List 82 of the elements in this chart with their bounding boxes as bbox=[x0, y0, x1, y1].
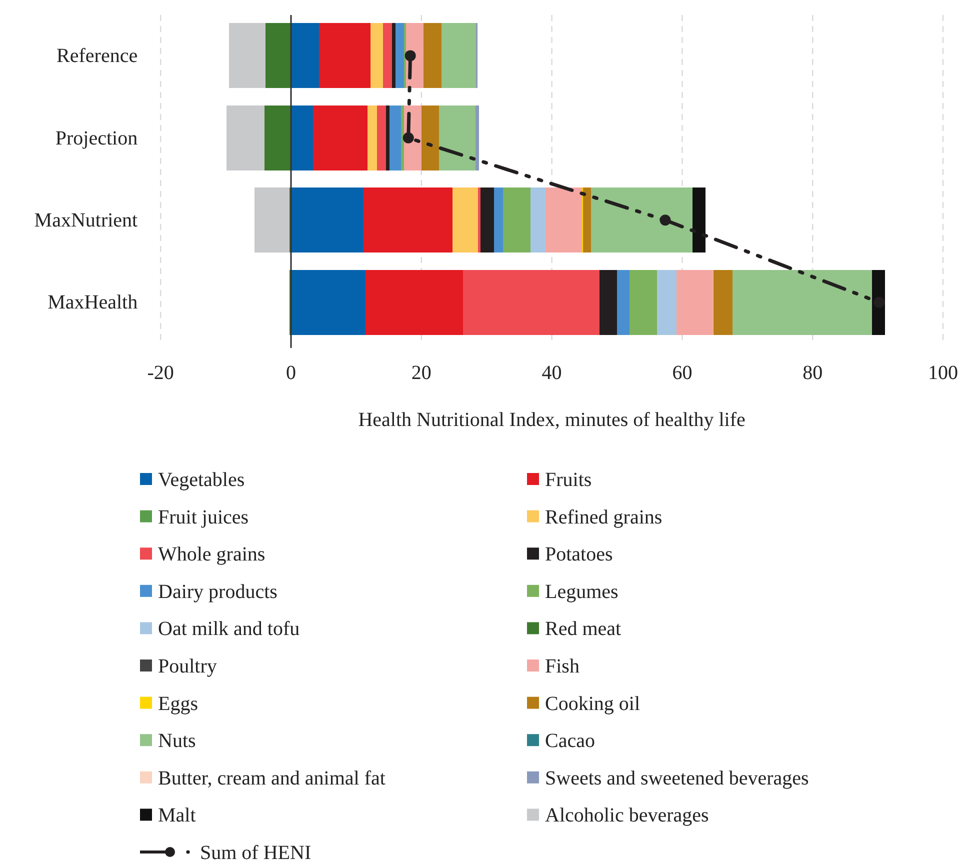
bar bbox=[692, 188, 706, 253]
legend-label: Vegetables bbox=[158, 469, 245, 491]
y-tick-label: Reference bbox=[56, 45, 138, 68]
bar bbox=[732, 270, 872, 335]
y-tick-label: MaxHealth bbox=[48, 292, 138, 314]
bar bbox=[476, 105, 479, 170]
point bbox=[660, 214, 671, 226]
legend-label: Fish bbox=[545, 656, 580, 678]
bar bbox=[442, 23, 476, 88]
bar bbox=[266, 23, 291, 88]
bar bbox=[291, 270, 366, 335]
bar bbox=[386, 105, 390, 170]
legend-label: Eggs bbox=[158, 692, 198, 715]
x-tick-label: 100 bbox=[928, 362, 958, 384]
legend-label: Malt bbox=[158, 804, 196, 827]
bar bbox=[291, 188, 364, 253]
legend-label: Sum of HENI bbox=[200, 842, 312, 860]
legend-label: Sweets and sweetened beverages bbox=[545, 767, 809, 790]
legend-label: Alcoholic beverages bbox=[545, 804, 710, 827]
bar bbox=[713, 270, 732, 335]
legend-label: Cooking oil bbox=[545, 692, 640, 715]
x-tick-label: 0 bbox=[286, 362, 296, 384]
bar bbox=[617, 270, 630, 335]
bar bbox=[676, 270, 713, 335]
point bbox=[404, 50, 416, 62]
x-tick-label: -20 bbox=[147, 362, 174, 384]
bar bbox=[463, 270, 600, 335]
legend-label: Butter, cream and animal fat bbox=[158, 767, 386, 790]
legend-label: Red meat bbox=[545, 618, 622, 640]
bar bbox=[291, 23, 320, 88]
point bbox=[402, 132, 414, 144]
legend-label: Legumes bbox=[545, 580, 619, 603]
bar bbox=[590, 188, 693, 253]
bar bbox=[423, 23, 442, 88]
legend-label: Nuts bbox=[158, 730, 196, 752]
bar bbox=[389, 105, 402, 170]
legend-label: Fruit juices bbox=[158, 506, 249, 528]
bar bbox=[367, 105, 378, 170]
bar bbox=[629, 270, 657, 335]
bar bbox=[382, 23, 392, 88]
bar bbox=[583, 188, 591, 253]
bar bbox=[365, 270, 464, 335]
legend-label: Dairy products bbox=[158, 580, 278, 603]
bar bbox=[313, 105, 368, 170]
bar bbox=[599, 270, 617, 335]
legend-label: Oat milk and tofu bbox=[158, 618, 300, 640]
legend-label: Fruits bbox=[545, 469, 592, 491]
x-tick-label: 40 bbox=[542, 362, 562, 384]
bar bbox=[254, 188, 290, 253]
bar bbox=[545, 188, 582, 253]
bar bbox=[291, 105, 314, 170]
legend-label: Poultry bbox=[158, 656, 217, 678]
point bbox=[874, 296, 885, 308]
bar bbox=[401, 105, 404, 170]
bar bbox=[494, 188, 503, 253]
bar bbox=[480, 188, 494, 253]
bar bbox=[226, 105, 264, 170]
bar bbox=[370, 23, 383, 88]
bar bbox=[656, 270, 676, 335]
bar bbox=[377, 105, 386, 170]
x-tick-label: 20 bbox=[411, 362, 432, 384]
x-tick-label: 60 bbox=[672, 362, 692, 384]
legend-label: Whole grains bbox=[158, 544, 266, 566]
bar bbox=[439, 105, 476, 170]
bar bbox=[363, 188, 453, 253]
y-tick-label: Projection bbox=[55, 127, 138, 150]
bar bbox=[478, 188, 481, 253]
bar bbox=[229, 23, 266, 88]
bar bbox=[264, 105, 291, 170]
legend-label: Refined grains bbox=[545, 506, 662, 528]
bar bbox=[392, 23, 396, 88]
bar bbox=[319, 23, 371, 88]
bar bbox=[502, 188, 530, 253]
bar bbox=[530, 188, 546, 253]
y-tick-label: MaxNutrient bbox=[34, 210, 138, 232]
bar bbox=[395, 23, 404, 88]
bar bbox=[452, 188, 478, 253]
x-axis-title: Health Nutritional Index, minutes of healthy life bbox=[358, 409, 746, 431]
legend-label: Cacao bbox=[545, 730, 595, 752]
bar bbox=[421, 105, 440, 170]
legend-label: Potatoes bbox=[545, 544, 613, 566]
x-tick-label: 80 bbox=[802, 362, 823, 384]
